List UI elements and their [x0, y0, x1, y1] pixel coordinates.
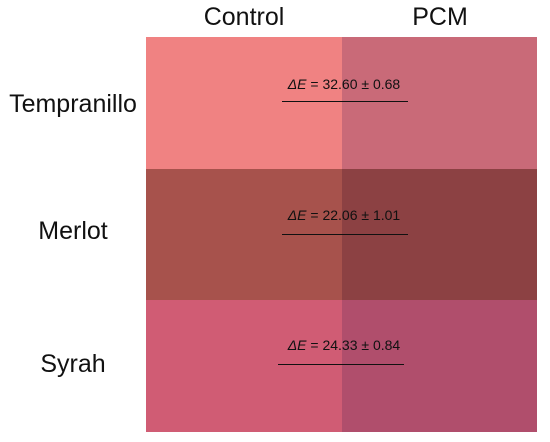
row-label-syrah: Syrah	[40, 350, 106, 378]
delta-e-value: = 32.60 ± 0.68	[310, 76, 401, 92]
delta-e-underline	[278, 364, 404, 365]
delta-e-symbol: ΔE	[287, 337, 307, 353]
delta-e-syrah: ΔE = 24.33 ± 0.84	[240, 336, 448, 354]
row-label-tempranillo: Tempranillo	[9, 90, 137, 118]
delta-e-underline	[282, 101, 408, 102]
delta-e-merlot: ΔE = 22.06 ± 1.01	[240, 206, 448, 224]
column-header-pcm: PCM	[412, 3, 468, 31]
swatch-syrah-pcm	[342, 300, 537, 432]
column-header-control: Control	[203, 3, 285, 31]
row-label-merlot: Merlot	[38, 217, 108, 245]
delta-e-value: = 22.06 ± 1.01	[310, 207, 401, 223]
delta-e-value: = 24.33 ± 0.84	[310, 337, 401, 353]
swatch-syrah-control	[146, 300, 342, 432]
swatch-tempranillo-pcm	[342, 37, 537, 169]
delta-e-symbol: ΔE	[287, 76, 307, 92]
delta-e-symbol: ΔE	[287, 207, 307, 223]
delta-e-tempranillo: ΔE = 32.60 ± 0.68	[240, 75, 448, 93]
delta-e-underline	[282, 234, 408, 235]
swatch-tempranillo-control	[146, 37, 342, 169]
